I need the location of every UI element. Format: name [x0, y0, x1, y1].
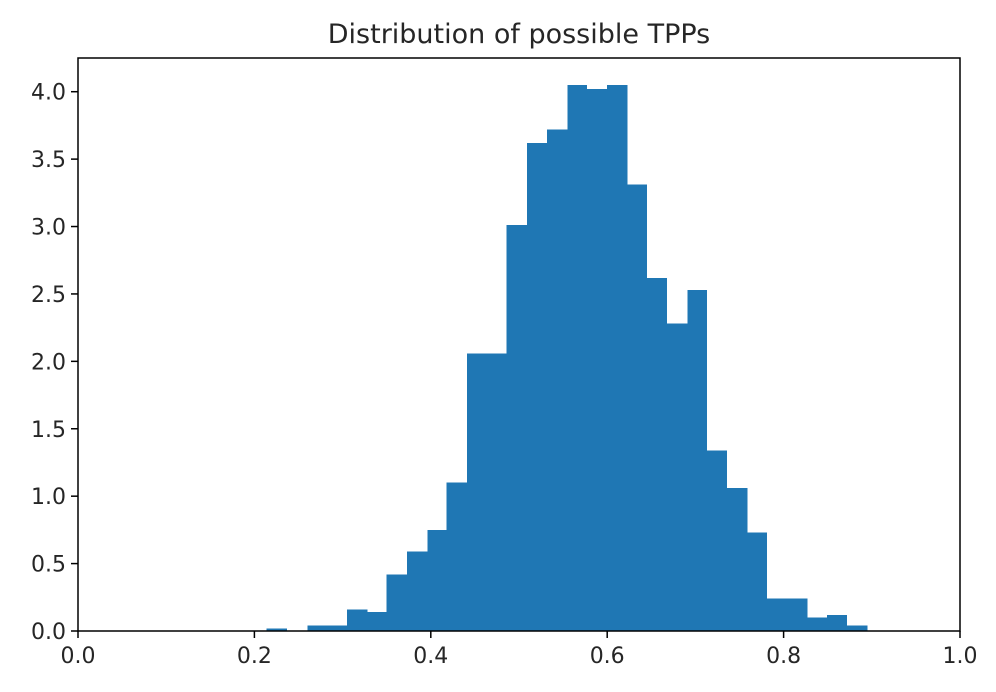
histogram-bars [266, 84, 868, 632]
histogram-bar [826, 614, 848, 631]
histogram-bar [547, 129, 568, 631]
histogram-bar [446, 482, 467, 631]
y-tick-label: 0.0 [31, 620, 66, 645]
y-tick-label: 2.0 [31, 350, 66, 375]
histogram-bar [526, 142, 548, 631]
y-axis: 0.0 0.5 1.0 1.5 2.0 2.5 3.0 3.5 4.0 [31, 81, 78, 645]
y-tick-label: 2.5 [31, 283, 66, 308]
x-tick-label: 0.2 [237, 644, 272, 669]
histogram-bar [347, 609, 368, 631]
histogram-bar [667, 323, 688, 631]
histogram-bar [787, 598, 808, 631]
chart-title: Distribution of possible TPPs [328, 19, 710, 50]
histogram-bar [646, 277, 668, 631]
histogram-bar [326, 625, 348, 631]
y-tick-label: 1.0 [31, 485, 66, 510]
histogram-bar [607, 84, 628, 631]
histogram-bar [367, 612, 387, 631]
histogram-bar [766, 598, 788, 631]
histogram-bar [506, 225, 527, 631]
histogram-bar [307, 625, 327, 631]
histogram-bar [586, 89, 608, 632]
y-tick-label: 4.0 [31, 81, 66, 106]
x-tick-label: 0.6 [590, 644, 625, 669]
x-axis: 0.0 0.2 0.4 0.6 0.8 1.0 [61, 631, 978, 669]
x-tick-label: 1.0 [943, 644, 978, 669]
histogram-bar [706, 450, 728, 631]
y-tick-label: 0.5 [31, 553, 66, 578]
histogram-bar [466, 353, 488, 631]
y-tick-label: 3.5 [31, 148, 66, 173]
histogram-bar [847, 625, 868, 631]
histogram-bar [567, 84, 587, 631]
x-tick-label: 0.8 [766, 644, 801, 669]
histogram-bar [487, 353, 507, 631]
x-tick-label: 0.4 [413, 644, 448, 669]
histogram-bar [687, 289, 707, 631]
histogram-bar [727, 488, 748, 631]
histogram-bar [627, 184, 647, 631]
histogram-bar [807, 617, 827, 631]
y-tick-label: 1.5 [31, 418, 66, 443]
histogram-bar [266, 628, 288, 631]
histogram-bar [427, 529, 447, 631]
y-tick-label: 3.0 [31, 216, 66, 241]
x-tick-label: 0.0 [61, 644, 96, 669]
histogram-bar [747, 532, 767, 631]
plot-frame [77, 57, 961, 632]
histogram-bar [406, 551, 428, 631]
histogram-bar [386, 574, 407, 631]
